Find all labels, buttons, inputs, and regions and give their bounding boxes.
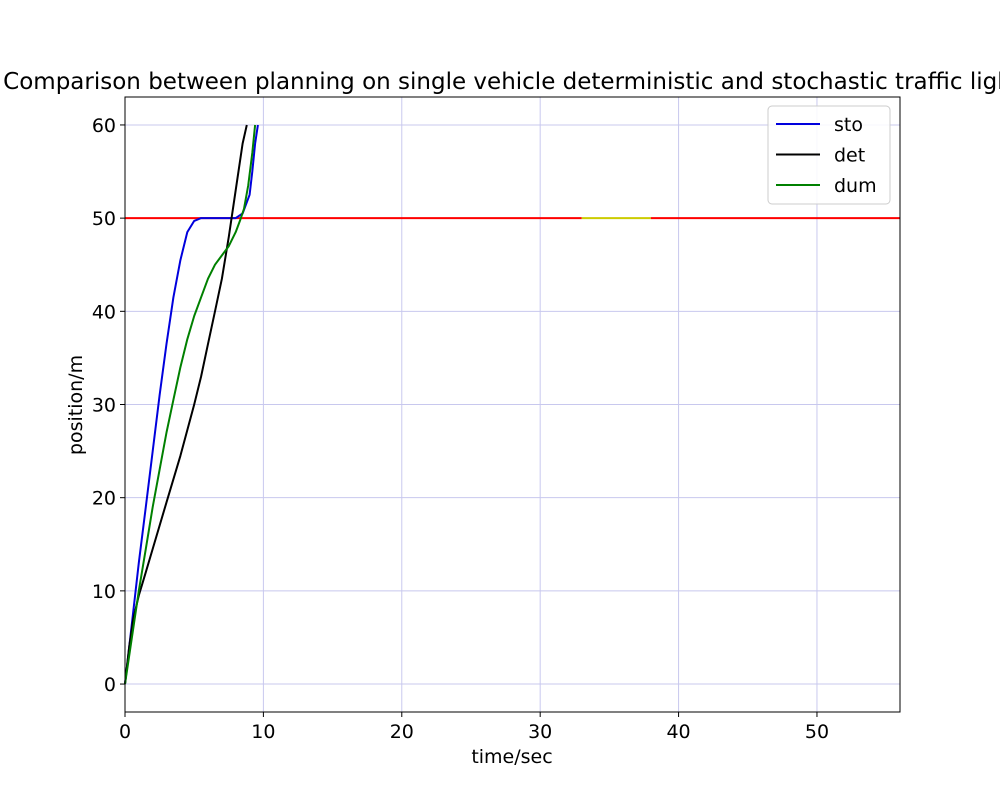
y-tick-label: 20	[92, 488, 116, 510]
x-axis: 0 10 20 30 40 50	[119, 712, 829, 743]
y-axis: 0 10 20 30 40 50 60	[92, 115, 125, 696]
legend-label-dum: dum	[834, 175, 877, 197]
legend: sto det dum	[767, 105, 891, 205]
x-tick-label: 0	[119, 721, 131, 743]
series-group	[124, 124, 259, 685]
legend-label-sto: sto	[834, 114, 863, 136]
y-tick-label: 60	[92, 115, 116, 137]
x-tick-label: 40	[666, 721, 690, 743]
series-line-sto	[124, 124, 259, 685]
series-line-dum	[124, 124, 257, 685]
y-tick-label: 50	[92, 208, 116, 230]
legend-box	[767, 105, 891, 205]
y-axis-label: position/m	[65, 355, 87, 455]
x-tick-label: 30	[528, 721, 552, 743]
x-tick-label: 20	[390, 721, 414, 743]
chart-title: Comparison between planning on single ve…	[3, 69, 1000, 95]
x-tick-label: 50	[805, 721, 829, 743]
y-tick-label: 30	[92, 395, 116, 417]
y-tick-label: 0	[104, 674, 116, 696]
y-tick-label: 10	[92, 581, 116, 603]
legend-label-det: det	[834, 145, 865, 167]
x-tick-label: 10	[251, 721, 275, 743]
x-axis-label: time/sec	[471, 746, 552, 768]
y-tick-label: 40	[92, 301, 116, 323]
